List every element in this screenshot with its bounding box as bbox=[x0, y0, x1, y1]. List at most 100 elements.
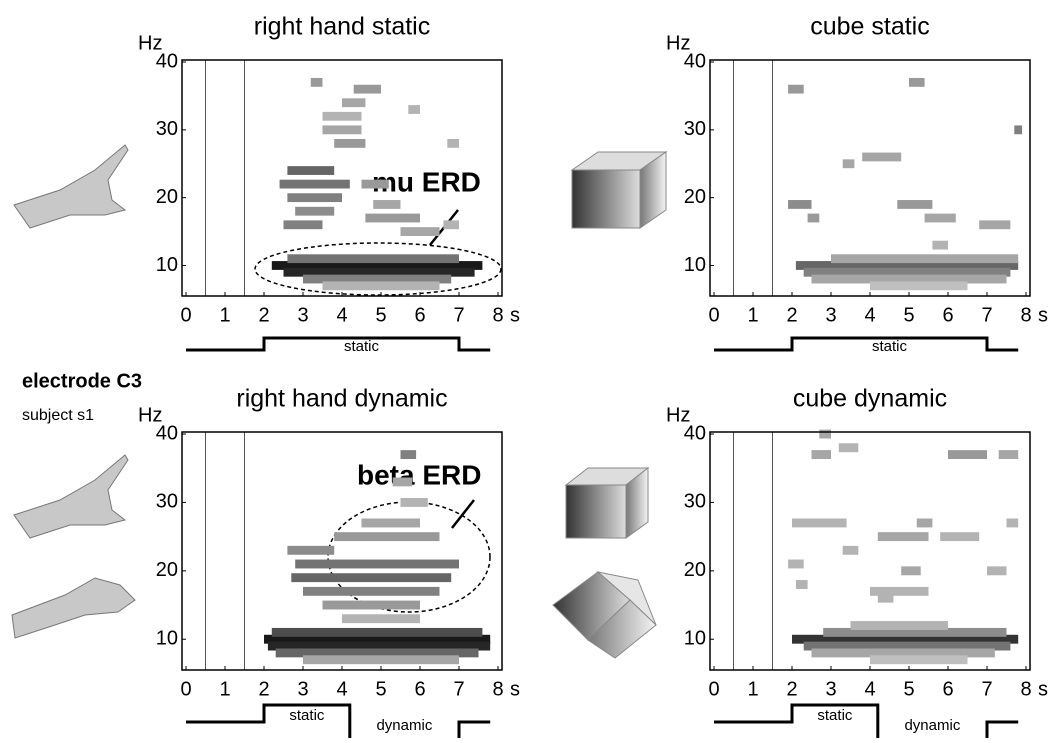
x-tick-label: 0 bbox=[180, 304, 191, 326]
chart-title: right hand dynamic bbox=[236, 385, 447, 413]
timeline bbox=[714, 705, 878, 738]
heat-cell bbox=[323, 125, 362, 134]
x-tick-label: 5 bbox=[903, 678, 914, 700]
heat-cell bbox=[280, 180, 350, 189]
heat-cell bbox=[901, 566, 921, 575]
heat-cell bbox=[940, 532, 979, 541]
heat-cell bbox=[819, 430, 831, 439]
heat-cell bbox=[287, 193, 342, 202]
x-tick-label: 6 bbox=[942, 678, 953, 700]
heat-cell bbox=[342, 98, 365, 107]
heat-cell bbox=[999, 450, 1019, 459]
y-tick-label: 20 bbox=[684, 186, 706, 208]
timeline-label: static bbox=[817, 707, 853, 724]
heat-cell bbox=[792, 519, 847, 528]
timeline-label: static bbox=[289, 707, 325, 724]
heat-cell bbox=[796, 580, 808, 589]
heat-cell bbox=[287, 546, 334, 555]
timeline-label: static bbox=[872, 338, 908, 355]
heat-cell bbox=[788, 85, 804, 94]
heat-cell bbox=[870, 281, 968, 290]
x-tick-label: 6 bbox=[414, 678, 425, 700]
heat-cell bbox=[311, 78, 323, 87]
x-tick-label: 3 bbox=[825, 678, 836, 700]
x-axis-label: s bbox=[1038, 678, 1048, 700]
heat-cell bbox=[987, 566, 1007, 575]
heat-cell bbox=[948, 450, 987, 459]
heat-cell bbox=[272, 628, 483, 637]
heat-cell bbox=[925, 214, 956, 223]
heat-cell bbox=[878, 594, 894, 603]
x-tick-label: 8 bbox=[492, 678, 503, 700]
timeline bbox=[186, 705, 350, 738]
x-tick-label: 6 bbox=[942, 304, 953, 326]
x-tick-label: 1 bbox=[219, 304, 230, 326]
heat-cell bbox=[334, 532, 439, 541]
heat-cell bbox=[862, 153, 901, 162]
x-tick-label: 1 bbox=[219, 678, 230, 700]
cube-icon bbox=[566, 468, 648, 538]
x-tick-label: 0 bbox=[708, 304, 719, 326]
heat-cell bbox=[323, 601, 421, 610]
figure: electrode C3 subject s1 mu ERD beta ERD … bbox=[0, 0, 1060, 738]
x-tick-label: 6 bbox=[414, 304, 425, 326]
heat-cell bbox=[897, 200, 932, 209]
hand-grasp-icon bbox=[12, 578, 135, 638]
heat-cell bbox=[287, 166, 334, 175]
heat-cell bbox=[917, 519, 933, 528]
heat-cell bbox=[354, 85, 381, 94]
x-tick-label: 7 bbox=[981, 304, 992, 326]
heat-cell bbox=[443, 220, 459, 229]
y-tick-label: 20 bbox=[156, 559, 178, 581]
heat-cell bbox=[323, 281, 440, 290]
subject-label: subject s1 bbox=[22, 407, 94, 424]
y-tick-label: 30 bbox=[156, 118, 178, 140]
heat-cell bbox=[839, 443, 859, 452]
heat-cell bbox=[843, 159, 855, 168]
x-tick-label: 3 bbox=[297, 304, 308, 326]
annotation: beta ERD bbox=[357, 459, 481, 490]
heat-cell bbox=[287, 254, 459, 263]
heat-cell bbox=[812, 450, 832, 459]
heat-cell bbox=[365, 214, 420, 223]
y-tick-label: 10 bbox=[684, 628, 706, 650]
heat-cell bbox=[401, 227, 440, 236]
timeline-label: static bbox=[344, 338, 380, 355]
cube-icon bbox=[572, 152, 666, 228]
arrow bbox=[452, 500, 474, 528]
heat-cell bbox=[362, 180, 389, 189]
heat-cell bbox=[323, 112, 362, 121]
heat-cell bbox=[393, 477, 413, 486]
heat-cell bbox=[303, 655, 459, 664]
x-tick-label: 8 bbox=[1020, 304, 1031, 326]
x-axis-label: s bbox=[1038, 304, 1048, 326]
heat-cell bbox=[295, 560, 459, 569]
y-tick-label: 20 bbox=[684, 559, 706, 581]
x-tick-label: 7 bbox=[981, 678, 992, 700]
x-axis-label: s bbox=[510, 304, 520, 326]
heat-cell bbox=[1007, 519, 1019, 528]
heat-cell bbox=[831, 254, 1018, 263]
heat-cell bbox=[843, 546, 859, 555]
y-tick-label: 40 bbox=[684, 50, 706, 72]
timeline bbox=[714, 338, 1018, 350]
x-tick-label: 5 bbox=[375, 678, 386, 700]
x-tick-label: 4 bbox=[336, 304, 347, 326]
x-tick-label: 0 bbox=[708, 678, 719, 700]
x-tick-label: 5 bbox=[375, 304, 386, 326]
x-tick-label: 1 bbox=[747, 678, 758, 700]
x-tick-label: 2 bbox=[786, 304, 797, 326]
timeline bbox=[987, 722, 1018, 738]
y-tick-label: 30 bbox=[684, 491, 706, 513]
x-tick-label: 1 bbox=[747, 304, 758, 326]
y-tick-label: 10 bbox=[156, 254, 178, 276]
x-tick-label: 2 bbox=[786, 678, 797, 700]
timeline bbox=[459, 722, 490, 738]
y-tick-label: 10 bbox=[684, 254, 706, 276]
timeline-label: dynamic bbox=[904, 717, 960, 734]
heat-cell bbox=[979, 220, 1010, 229]
heat-cell bbox=[401, 498, 428, 507]
heat-cell bbox=[295, 207, 334, 216]
heat-cell bbox=[303, 587, 440, 596]
x-axis-label: s bbox=[510, 678, 520, 700]
